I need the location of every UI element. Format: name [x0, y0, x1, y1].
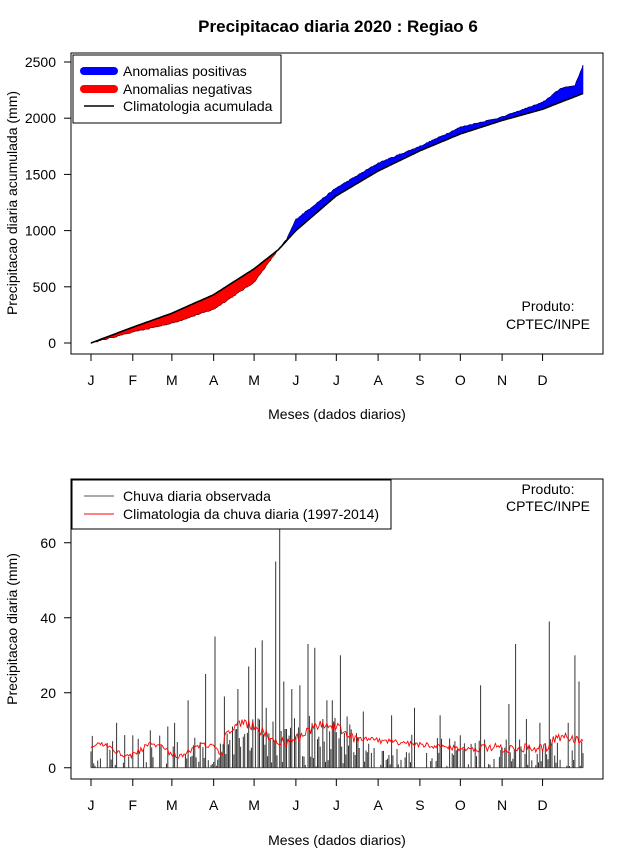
- legend-label-daily-climatology: Climatologia da chuva diaria (1997-2014): [123, 506, 379, 522]
- bottom-x-tick-label: J: [292, 797, 299, 813]
- top-y-axis-label: Precipitacao diaria acumulada (mm): [4, 91, 20, 315]
- top-y-axis: 0 500 1000 1500 2000 2500: [25, 54, 72, 351]
- top-panel: 0 500 1000 1500 2000 2500 J F M A M J J A S O N D Meses …: [4, 52, 604, 422]
- bottom-product-source: CPTEC/INPE: [506, 498, 590, 514]
- bottom-x-tick-label: N: [497, 797, 507, 813]
- bottom-x-tick-label: M: [248, 797, 260, 813]
- bottom-legend: Chuva diaria observada Climatologia da c…: [71, 479, 392, 530]
- top-x-tick-label: S: [415, 372, 424, 388]
- bottom-x-tick-label: F: [129, 797, 138, 813]
- bottom-y-tick-label: 40: [40, 610, 56, 626]
- legend-label-positive: Anomalias positivas: [123, 63, 247, 79]
- top-x-tick-label: M: [248, 372, 260, 388]
- bottom-x-tick-label: A: [209, 797, 219, 813]
- bottom-observed-bars: [90, 512, 584, 769]
- legend-label-negative: Anomalias negativas: [123, 81, 252, 97]
- bottom-y-axis: 0 20 40 60: [40, 535, 72, 776]
- top-x-tick-label: J: [88, 372, 95, 388]
- top-x-tick-label: J: [333, 372, 340, 388]
- bottom-panel: 0 20 40 60 J F M A M J J A S O N D Meses (dados diario…: [4, 478, 604, 848]
- top-x-tick-label: A: [373, 372, 383, 388]
- top-product-label: Produto:: [522, 298, 575, 314]
- top-y-tick-label: 2000: [25, 110, 56, 126]
- bottom-x-tick-label: S: [415, 797, 424, 813]
- top-x-tick-label: N: [497, 372, 507, 388]
- top-x-tick-label: J: [292, 372, 299, 388]
- top-climatology-line: [90, 92, 584, 344]
- bottom-climatology-line: [90, 719, 584, 760]
- bottom-y-tick-label: 0: [48, 760, 56, 776]
- bottom-x-tick-label: A: [373, 797, 383, 813]
- top-y-tick-label: 500: [33, 279, 57, 295]
- top-y-tick-label: 1000: [25, 223, 56, 239]
- bottom-x-axis-label: Meses (dados diarios): [268, 832, 406, 848]
- bottom-x-tick-label: J: [333, 797, 340, 813]
- bottom-x-tick-label: D: [537, 797, 547, 813]
- chart-title: Precipitacao diaria 2020 : Regiao 6: [198, 17, 478, 36]
- bottom-x-tick-label: J: [88, 797, 95, 813]
- top-y-tick-label: 2500: [25, 54, 56, 70]
- bottom-y-tick-label: 20: [40, 685, 56, 701]
- top-x-tick-label: M: [166, 372, 178, 388]
- bottom-y-tick-label: 60: [40, 535, 56, 551]
- bottom-x-tick-label: M: [166, 797, 178, 813]
- top-y-tick-label: 0: [48, 335, 56, 351]
- bottom-x-tick-label: O: [455, 797, 466, 813]
- top-x-tick-label: O: [455, 372, 466, 388]
- top-x-tick-label: D: [537, 372, 547, 388]
- top-x-tick-label: A: [209, 372, 219, 388]
- top-y-tick-label: 1500: [25, 166, 56, 182]
- top-x-tick-label: F: [129, 372, 138, 388]
- top-product-source: CPTEC/INPE: [506, 316, 590, 332]
- bottom-product-label: Produto:: [522, 481, 575, 497]
- top-x-axis-label: Meses (dados diarios): [268, 406, 406, 422]
- top-legend: Anomalias positivas Anomalias negativas …: [72, 54, 282, 124]
- bottom-y-axis-label: Precipitacao diaria (mm): [4, 553, 20, 705]
- bottom-legend-box: [71, 479, 392, 530]
- legend-label-observed: Chuva diaria observada: [123, 488, 271, 504]
- legend-label-climatology: Climatologia acumulada: [123, 98, 273, 114]
- observed-cumulative-line: [90, 64, 584, 344]
